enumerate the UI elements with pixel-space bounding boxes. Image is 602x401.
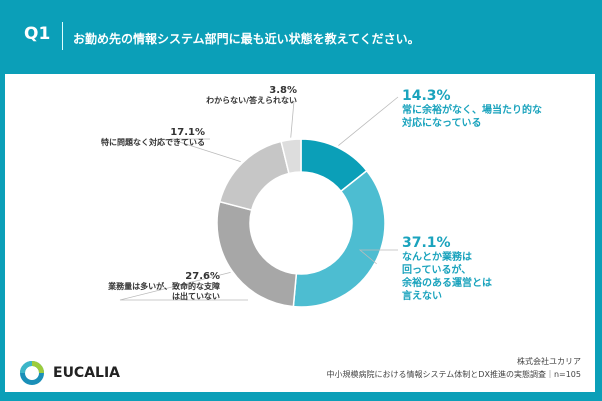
leader-line-3 bbox=[169, 138, 241, 163]
text: 余裕のある運営とは bbox=[402, 278, 492, 289]
text: 言えない bbox=[402, 291, 442, 302]
text: 常に余裕がなく、場当たり的な bbox=[402, 105, 542, 116]
pct-slice-1: 37.1% bbox=[402, 235, 451, 251]
text: わからない/答えられない bbox=[206, 96, 297, 105]
text: は出ていない bbox=[172, 292, 220, 301]
question-number: Q1 bbox=[24, 24, 51, 44]
label-slice-1: 37.1% なんとか業務は 回っているが、 余裕のある運営とは 言えない bbox=[402, 235, 492, 303]
label-slice-0: 14.3% 常に余裕がなく、場当たり的な 対応になっている bbox=[402, 88, 542, 130]
logo-icon bbox=[20, 361, 44, 385]
text: 回っているが、 bbox=[402, 265, 472, 276]
text: 対応になっている bbox=[402, 118, 482, 129]
pct-slice-2: 27.6% bbox=[185, 271, 220, 282]
leader-line-0 bbox=[338, 96, 399, 146]
question-title: お勤め先の情報システム部門に最も近い状態を教えてください。 bbox=[73, 32, 420, 46]
pct-slice-0: 14.3% bbox=[402, 88, 451, 104]
leader-line-1 bbox=[358, 249, 398, 265]
text: なんとか業務は bbox=[402, 252, 472, 263]
survey-note: 中小規模病院における情報システム体制とDX推進の実態調査｜n=105 bbox=[326, 370, 581, 379]
label-slice-3: 17.1% 特に問題なく対応できている bbox=[101, 128, 205, 148]
footer: 株式会社ユカリア 中小規模病院における情報システム体制とDX推進の実態調査｜n=… bbox=[327, 355, 581, 381]
donut-slice-3 bbox=[218, 140, 290, 211]
leader-line-2 bbox=[119, 271, 248, 301]
label-slice-4: 3.8% わからない/答えられない bbox=[206, 86, 297, 106]
label-slice-2: 27.6% 業務量は多いが、致命的な支障 は出ていない bbox=[108, 272, 220, 302]
text: 業務量は多いが、致命的な支障 bbox=[108, 282, 220, 291]
donut-slice-2 bbox=[216, 200, 298, 308]
company-name: 株式会社ユカリア bbox=[517, 357, 581, 366]
chart-card bbox=[5, 74, 595, 392]
divider bbox=[62, 22, 63, 50]
logo-text: EUCALIA bbox=[53, 365, 121, 381]
leader-line-4 bbox=[290, 100, 295, 138]
donut-slice-1 bbox=[292, 169, 386, 308]
pct-slice-4: 3.8% bbox=[269, 85, 297, 96]
eucalia-logo: EUCALIA bbox=[19, 360, 120, 386]
text: 特に問題なく対応できている bbox=[101, 138, 205, 147]
donut-slice-4 bbox=[280, 138, 302, 175]
header: Q1 お勤め先の情報システム部門に最も近い状態を教えてください。 bbox=[0, 0, 602, 72]
pct-slice-3: 17.1% bbox=[170, 127, 205, 138]
